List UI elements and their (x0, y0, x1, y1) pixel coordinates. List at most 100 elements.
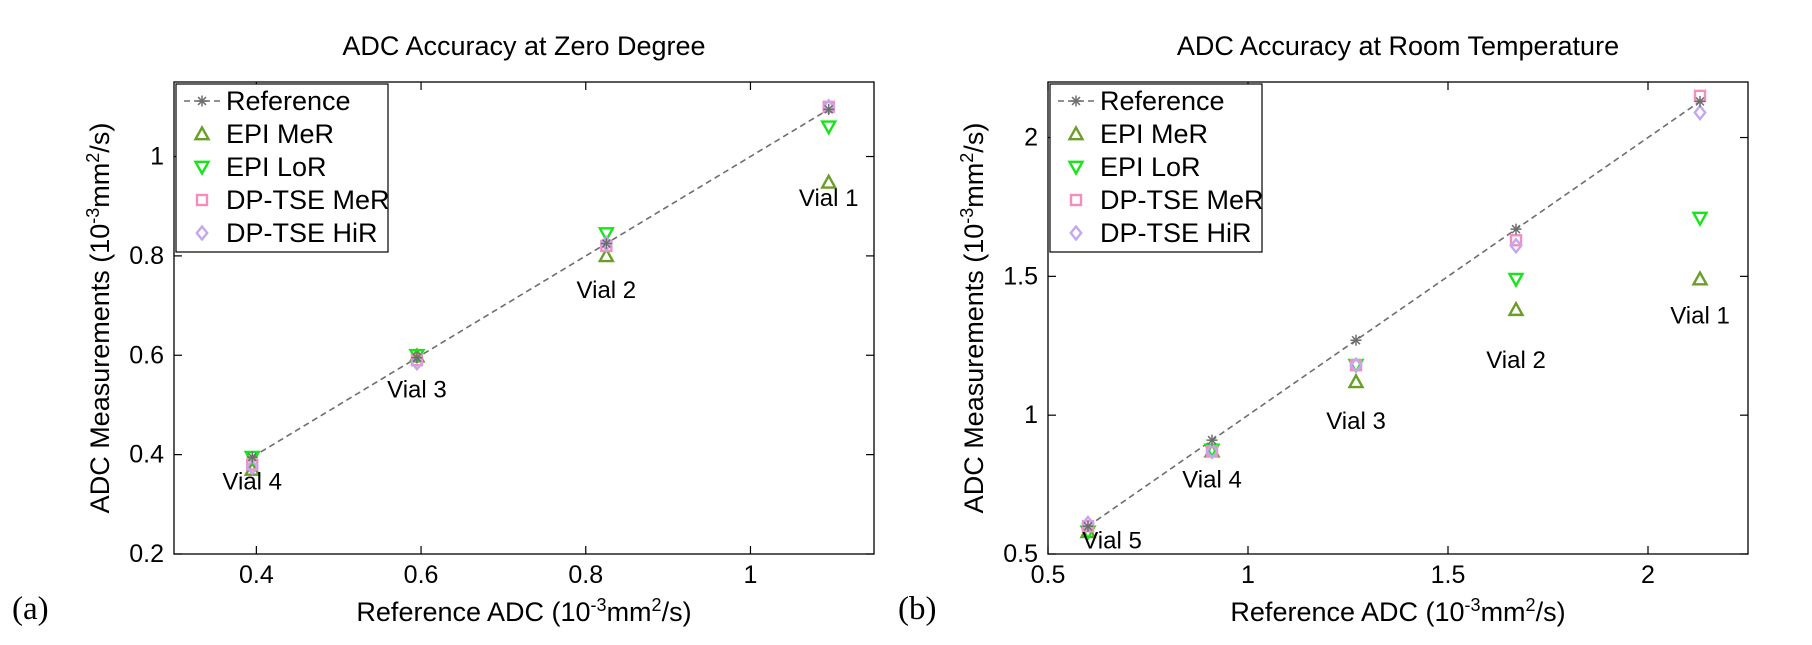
chart-room-temperature: ADC Accuracy at Room Temperature (b) Ref… (898, 31, 1749, 627)
legend-item-epi-mer: EPI MeR (1067, 119, 1208, 149)
legend-marker-epi-mer (193, 125, 211, 141)
point-epi-lor (1691, 211, 1709, 228)
reference-line (1087, 100, 1701, 527)
y-tick-label: 0.5 (1003, 540, 1038, 568)
legend-label: EPI MeR (226, 119, 334, 149)
point-reference (1510, 223, 1522, 235)
x-tick-label: 2 (1641, 561, 1655, 589)
point-reference (1206, 434, 1218, 446)
legend-item-dp-tse-hir: DP-TSE HiR (1069, 218, 1252, 248)
series-reference (1082, 95, 1706, 532)
vial-annotation: Vial 3 (1326, 408, 1386, 435)
point-dp-tse-hir (245, 458, 259, 476)
point-epi-lor (597, 227, 615, 243)
vial-annotation: Vial 4 (222, 468, 282, 495)
vial-annotation: Vial 1 (1670, 303, 1730, 330)
x-axis-label: Reference ADC (10-3mm2/s) (1230, 595, 1565, 627)
point-reference (411, 352, 423, 364)
point-reference (600, 237, 612, 249)
point-reference (1082, 520, 1094, 532)
axes: 0.5 1 1.5 2 0.5 1 1.5 2 (1003, 82, 1748, 589)
y-tick-label: 2 (1024, 124, 1038, 152)
legend-item-epi-mer: EPI MeR (193, 119, 334, 149)
y-tick-label: 1 (150, 143, 164, 171)
legend-marker-dp-tse-mer (195, 193, 209, 207)
x-tick-label: 1 (1241, 561, 1255, 589)
vial-annotation: Vial 1 (799, 185, 859, 212)
x-tick-label: 1.5 (1431, 561, 1466, 589)
legend-marker-epi-lor (1067, 160, 1085, 176)
legend-label: Reference (226, 86, 351, 116)
vial-annotation: Vial 2 (577, 277, 637, 304)
legend-marker-reference (1070, 95, 1082, 107)
legend-item-dp-tse-mer: DP-TSE MeR (1069, 185, 1264, 215)
panel-label: (b) (898, 591, 936, 627)
point-reference (823, 103, 835, 115)
point-dp-tse-hir (1349, 356, 1363, 374)
legend-marker-dp-tse-mer (1069, 193, 1083, 207)
chart-title: ADC Accuracy at Room Temperature (1177, 31, 1619, 61)
legend-marker-epi-lor (193, 160, 211, 176)
panel-label: (a) (12, 591, 49, 627)
y-tick-label: 1 (1024, 401, 1038, 429)
point-dp-tse-hir (1205, 442, 1219, 460)
x-tick-label: 0.8 (568, 561, 603, 589)
legend-item-dp-tse-mer: DP-TSE MeR (195, 185, 390, 215)
point-dp-tse-mer (1509, 234, 1523, 247)
point-dp-tse-hir (1693, 104, 1707, 121)
y-tick-label: 0.6 (129, 341, 164, 369)
chart-title: ADC Accuracy at Zero Degree (342, 31, 705, 61)
legend-box (1049, 83, 1263, 253)
y-axis-label: ADC Measurements (10-3mm2/s) (83, 123, 115, 514)
data-marks: Vial 4 Vial 3 Vial 2 Vial 1 (222, 98, 859, 495)
point-reference (1694, 95, 1706, 107)
point-epi-mer (820, 173, 838, 189)
point-epi-lor (1507, 272, 1525, 289)
point-reference (246, 451, 258, 463)
legend-box (175, 83, 389, 253)
legend-marker-reference (196, 95, 208, 107)
legend-label: EPI LoR (226, 152, 327, 182)
point-dp-tse-hir (1509, 237, 1523, 255)
point-epi-mer (1507, 300, 1525, 317)
x-tick-label: 0.6 (404, 561, 439, 589)
point-epi-lor (820, 120, 838, 136)
legend-item-reference: Reference (184, 86, 351, 116)
legend-label: DP-TSE MeR (226, 185, 390, 215)
legend-label: DP-TSE HiR (226, 218, 378, 248)
legend-label: EPI MeR (1100, 119, 1208, 149)
vial-annotation: Vial 3 (387, 376, 447, 403)
vial-annotation: Vial 2 (1486, 347, 1546, 374)
y-tick-label: 1.5 (1003, 262, 1038, 290)
point-dp-tse-hir (599, 235, 614, 252)
legend-marker-epi-mer (1067, 125, 1085, 141)
legend-marker-dp-tse-hir (1069, 224, 1083, 242)
x-axis-label: Reference ADC (10-3mm2/s) (356, 595, 691, 627)
chart-zero-degree: ADC Accuracy at Zero Degree (a) Referenc… (12, 31, 875, 627)
reference-line (251, 108, 830, 458)
legend-item-epi-lor: EPI LoR (193, 152, 327, 182)
vial-annotation: Vial 5 (1082, 527, 1142, 554)
data-marks: Vial 5 Vial 4 Vial 3 Vial 2 Vial 1 (1079, 89, 1730, 554)
legend-item-reference: Reference (1058, 86, 1225, 116)
point-epi-mer (597, 246, 615, 263)
series-dp-tse-hir (1081, 104, 1707, 532)
point-epi-mer (1691, 270, 1709, 286)
legend-label: EPI LoR (1100, 152, 1201, 182)
legend-item-epi-lor: EPI LoR (1067, 152, 1201, 182)
axes: 0.4 0.6 0.8 1 0.2 0.4 0.6 0.8 1 (129, 82, 874, 589)
point-reference (1350, 334, 1362, 346)
legend-label: DP-TSE HiR (1100, 218, 1252, 248)
legend-label: Reference (1100, 86, 1225, 116)
y-tick-label: 0.4 (129, 441, 164, 469)
vial-annotation: Vial 4 (1182, 466, 1242, 493)
legend-label: DP-TSE MeR (1100, 185, 1264, 215)
y-tick-label: 0.2 (129, 540, 164, 568)
x-tick-label: 0.4 (239, 561, 274, 589)
y-tick-label: 0.8 (129, 242, 164, 270)
legend-marker-dp-tse-hir (195, 224, 209, 242)
legend-item-dp-tse-hir: DP-TSE HiR (195, 218, 378, 248)
